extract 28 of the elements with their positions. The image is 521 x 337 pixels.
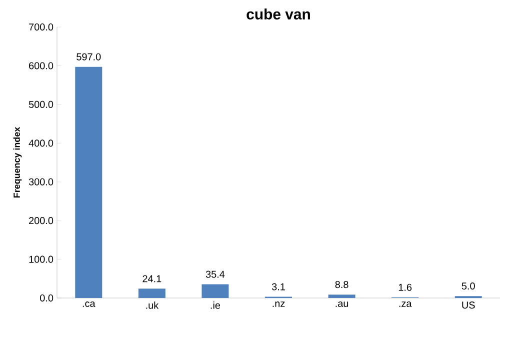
y-axis-title: Frequency index [13, 126, 22, 198]
chart-title: cube van [246, 8, 310, 20]
bar [138, 288, 166, 298]
x-tick-label: .au [336, 302, 348, 307]
data-label: 3.1 [272, 283, 285, 290]
data-label: 5.0 [462, 282, 475, 290]
x-tick-label: .uk [146, 302, 159, 309]
data-label: 24.1 [142, 275, 162, 282]
y-tick-label: 300.0 [28, 178, 54, 186]
data-label: 8.8 [335, 281, 348, 288]
x-tick-label: US [462, 302, 475, 309]
y-tick-label: 400.0 [28, 140, 54, 147]
bar [202, 284, 229, 298]
bar [75, 66, 102, 298]
y-tick-label: 200.0 [29, 217, 54, 224]
x-tick-label: .nz [272, 302, 285, 307]
data-label: 1.6 [398, 284, 412, 291]
y-tick-label: 0.0 [40, 294, 54, 302]
y-tick-label: 700.0 [29, 23, 54, 31]
y-tick-label: 600.0 [29, 62, 54, 70]
data-label: 35.4 [206, 270, 225, 278]
data-label: 597.0 [76, 53, 101, 60]
y-tick-label: 100.0 [29, 256, 54, 263]
y-tick-label: 500.0 [28, 100, 54, 108]
x-tick-label: .ca [82, 302, 96, 307]
bar [328, 294, 356, 298]
x-tick-label: .za [399, 302, 412, 307]
x-tick-label: .ie [210, 302, 220, 309]
